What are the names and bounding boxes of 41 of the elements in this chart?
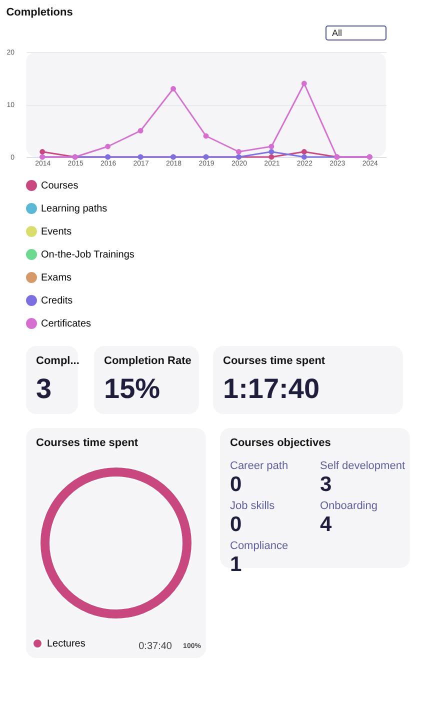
- point: [268, 154, 274, 160]
- point: [105, 144, 111, 150]
- text: All: [332, 28, 342, 38]
- legend-label: On-the-Job Trainings: [41, 250, 134, 260]
- legend-label: Events: [41, 226, 72, 238]
- legend-label: Learning paths: [41, 204, 108, 214]
- text: Courses time spent: [223, 355, 326, 367]
- legend-label: Courses: [41, 180, 78, 192]
- point: [203, 133, 209, 139]
- text: Courses objectives: [230, 437, 331, 449]
- text: Compl...: [36, 355, 80, 367]
- data-label: 1: [230, 553, 242, 576]
- point: [40, 149, 46, 154]
- chart-title: Completions: [6, 6, 73, 18]
- data-label: 4: [320, 513, 332, 536]
- point: [268, 144, 274, 150]
- point: [301, 149, 307, 154]
- point: [138, 128, 144, 134]
- category-label: Self development: [320, 460, 405, 472]
- point: [301, 80, 307, 86]
- category-label: Job skills: [230, 500, 276, 512]
- text: 0:37:40: [138, 641, 172, 652]
- legend-label: Lectures: [47, 638, 86, 650]
- point: [268, 149, 274, 154]
- legend-label: Credits: [41, 296, 73, 306]
- text: 15%: [104, 373, 160, 404]
- text: 3: [36, 373, 52, 404]
- legend-label: Certificates: [41, 318, 92, 330]
- legend-label: Exams: [41, 272, 72, 284]
- point: [236, 149, 242, 154]
- text: 1:17:40: [223, 373, 320, 404]
- chart-title: Courses time spent: [36, 437, 138, 449]
- data-label: 3: [320, 473, 332, 496]
- category-label: Career path: [230, 460, 288, 472]
- point: [170, 86, 176, 92]
- data-label: 0: [230, 473, 242, 496]
- category-label: Compliance: [230, 540, 288, 552]
- category-label: Onboarding: [320, 500, 378, 512]
- text: Completion Rate: [104, 355, 192, 367]
- data-label: 0: [230, 513, 242, 536]
- point: [301, 154, 307, 160]
